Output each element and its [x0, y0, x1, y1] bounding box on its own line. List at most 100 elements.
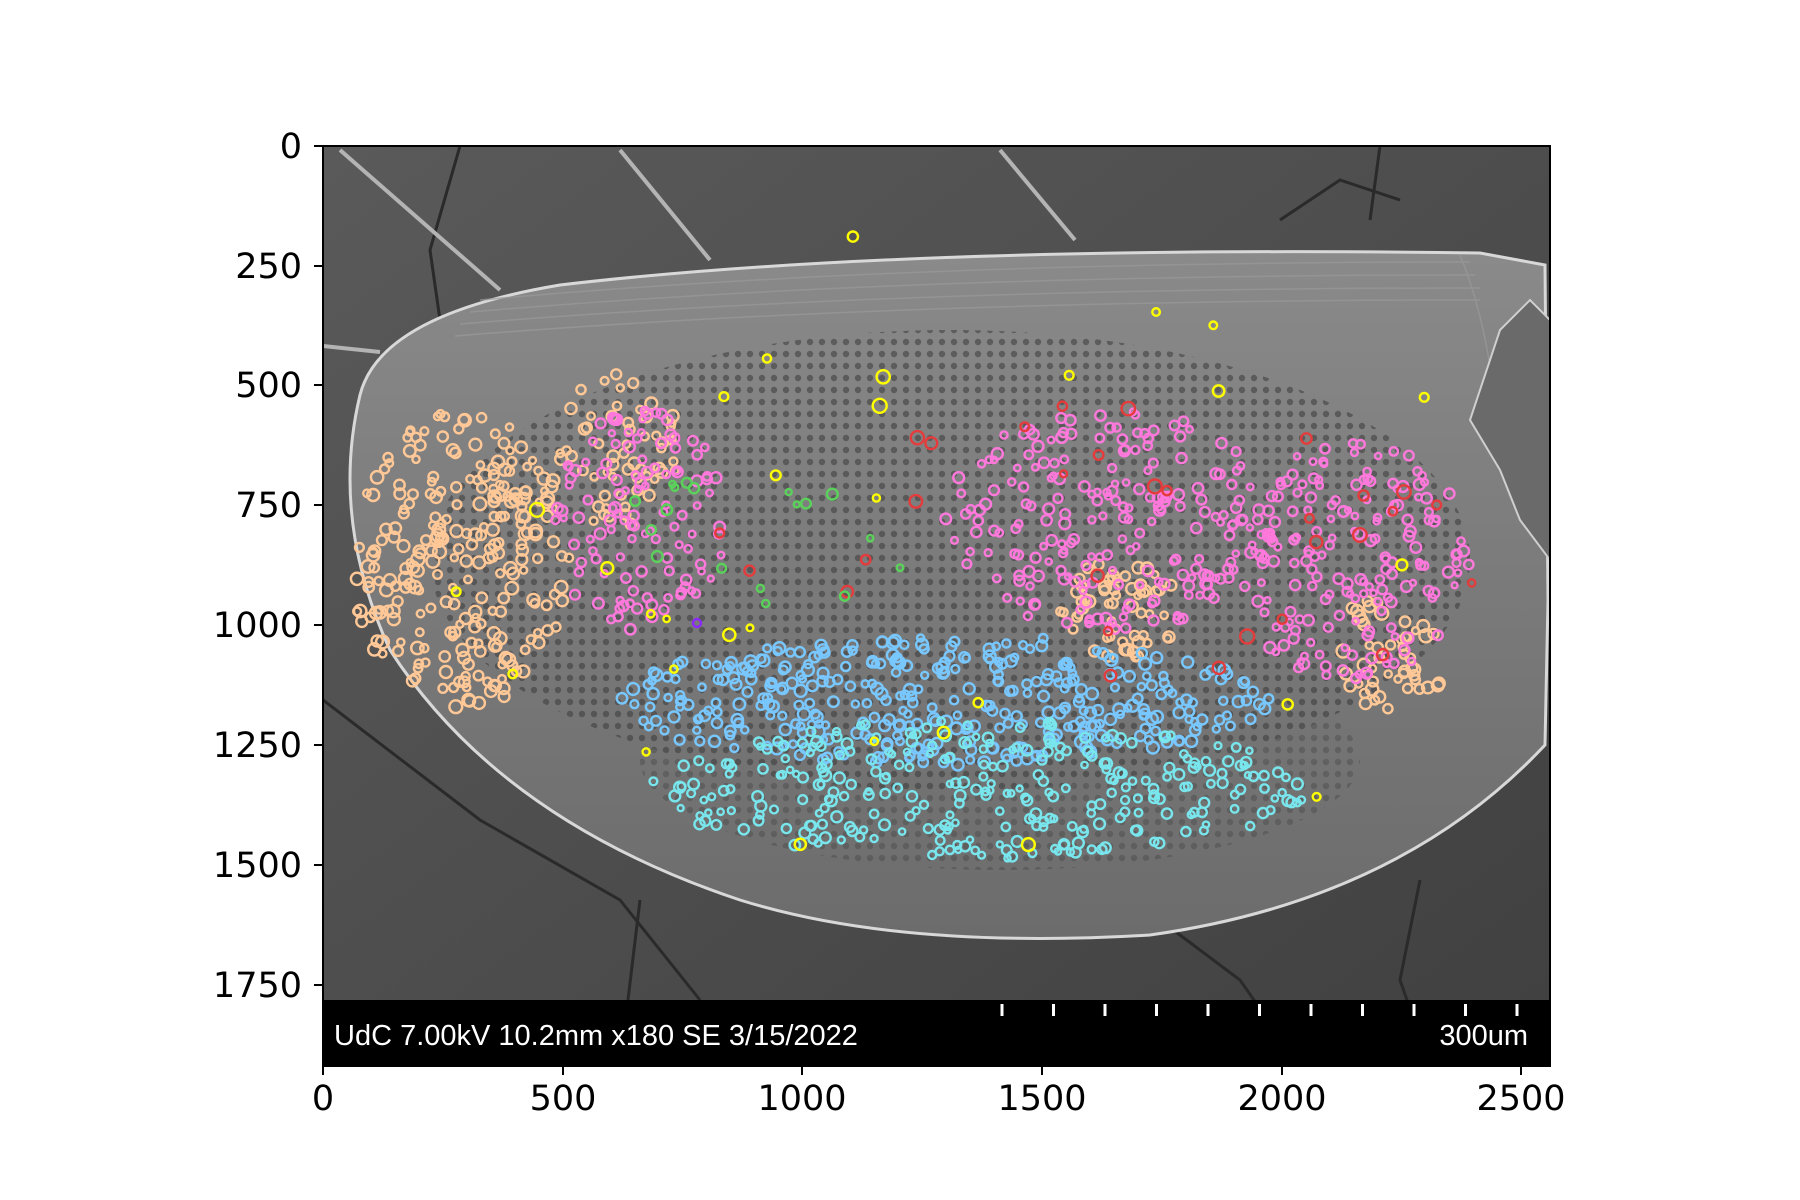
- marker-circle: [867, 678, 878, 689]
- marker-circle: [1153, 793, 1166, 806]
- marker-circle: [908, 493, 924, 509]
- marker-circle: [1376, 583, 1389, 596]
- marker-circle: [451, 499, 463, 511]
- marker-circle: [1079, 595, 1093, 609]
- marker-circle: [1245, 482, 1255, 492]
- marker-circle: [644, 701, 656, 713]
- marker-circle: [627, 533, 637, 544]
- marker-circle: [1002, 788, 1012, 799]
- marker-circle: [642, 488, 656, 502]
- marker-circle: [1423, 506, 1435, 518]
- y-tick-label: 1250: [213, 726, 302, 766]
- marker-circle: [993, 669, 1004, 680]
- marker-circle: [699, 442, 710, 453]
- marker-circle: [1413, 683, 1426, 696]
- marker-circle: [586, 411, 597, 422]
- marker-circle: [487, 538, 502, 553]
- marker-circle: [649, 474, 660, 484]
- marker-circle: [1138, 587, 1150, 599]
- marker-circle: [508, 487, 522, 501]
- marker-circle: [978, 497, 993, 511]
- marker-circle: [1210, 511, 1221, 523]
- marker-circle: [805, 679, 819, 693]
- marker-circle: [387, 530, 401, 544]
- sem-info-text: UdC 7.00kV 10.2mm x180 SE 3/15/2022: [334, 1020, 858, 1052]
- marker-circle: [650, 533, 661, 545]
- marker-circle: [1209, 467, 1223, 481]
- marker-circle: [362, 580, 376, 594]
- marker-circle: [1180, 655, 1195, 669]
- marker-circle: [1258, 769, 1270, 782]
- marker-circle: [721, 663, 733, 675]
- marker-circle: [626, 681, 641, 697]
- marker-circle: [553, 579, 569, 595]
- sem-scale-ticks: [1000, 1004, 1519, 1016]
- marker-circle: [425, 544, 438, 558]
- marker-circle: [1086, 844, 1097, 855]
- marker-circle: [502, 490, 514, 502]
- marker-circle: [353, 541, 366, 554]
- marker-circle: [954, 797, 965, 809]
- marker-circle: [369, 469, 385, 485]
- marker-circle: [1059, 454, 1070, 465]
- marker-circle: [700, 658, 712, 670]
- marker-circle: [1226, 519, 1238, 531]
- marker-circle: [1013, 519, 1024, 529]
- marker-circle: [610, 368, 623, 381]
- marker-circle: [437, 682, 449, 695]
- marker-circle: [1176, 568, 1190, 582]
- y-tick-label: 1000: [213, 606, 302, 646]
- marker-circle: [494, 479, 505, 490]
- marker-circle: [1013, 569, 1025, 582]
- marker-circle: [1055, 606, 1066, 617]
- marker-circle: [784, 487, 793, 497]
- marker-circle: [352, 603, 368, 619]
- marker-circle: [840, 737, 854, 751]
- marker-circle: [988, 524, 1001, 537]
- marker-circle: [1369, 588, 1378, 598]
- marker-circle: [952, 471, 966, 485]
- marker-circle: [1103, 668, 1118, 683]
- marker-circle: [663, 565, 675, 577]
- marker-circle: [475, 460, 486, 470]
- marker-circle: [606, 449, 621, 463]
- marker-circle: [1246, 685, 1260, 699]
- marker-circle: [988, 761, 999, 772]
- marker-circle: [1300, 554, 1313, 568]
- marker-circle: [525, 634, 537, 645]
- x-tick-label: 1000: [757, 1079, 846, 1119]
- marker-circle: [1094, 798, 1107, 811]
- marker-circle: [1123, 598, 1136, 611]
- marker-circle: [1396, 484, 1412, 500]
- marker-circle: [625, 598, 636, 609]
- marker-circle: [487, 489, 502, 504]
- marker-circle: [1168, 419, 1181, 432]
- marker-circle: [674, 540, 684, 550]
- marker-circle: [465, 636, 478, 649]
- marker-circle: [610, 413, 622, 425]
- marker-circle: [418, 642, 430, 654]
- marker-circle: [457, 413, 471, 427]
- marker-circle: [1286, 468, 1299, 481]
- marker-circle: [1146, 478, 1164, 495]
- marker-circle: [1046, 435, 1056, 445]
- marker-circle: [1014, 722, 1026, 734]
- marker-circle: [868, 711, 881, 724]
- marker-circle: [1045, 533, 1059, 547]
- marker-circle: [854, 831, 866, 843]
- marker-circle: [752, 736, 765, 749]
- marker-circle: [1263, 596, 1272, 605]
- marker-circle: [1132, 427, 1143, 439]
- x-tick: 1500: [997, 1066, 1087, 1119]
- marker-circle: [487, 468, 501, 482]
- marker-circle: [1005, 850, 1019, 863]
- marker-circle: [766, 699, 780, 713]
- marker-circle: [645, 524, 658, 536]
- marker-circle: [1060, 745, 1072, 757]
- marker-circle: [1337, 504, 1351, 518]
- marker-circle: [814, 808, 824, 818]
- marker-circle: [1151, 307, 1162, 318]
- marker-circle: [349, 571, 365, 587]
- marker-circle: [1119, 570, 1131, 582]
- marker-circle: [641, 592, 653, 604]
